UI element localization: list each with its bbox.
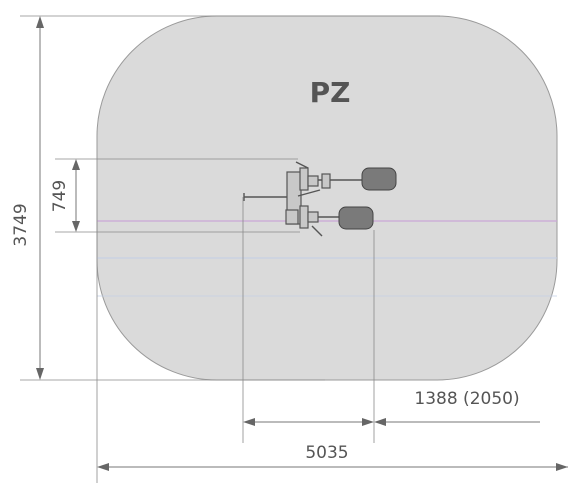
dim-height-equipment: 749	[50, 180, 70, 212]
arrow-749-top	[72, 159, 80, 170]
arrow-3749-top	[36, 16, 44, 28]
lower-foot-pad	[338, 206, 374, 230]
dim-width-equipment: 1388 (2050)	[414, 389, 519, 409]
arrow-749-bottom	[72, 221, 80, 232]
arrow-overall-right	[556, 463, 568, 471]
zone-label: PZ	[310, 76, 351, 109]
protection-zone	[96, 15, 558, 381]
dim-height-total: 3749	[11, 203, 31, 246]
arrow-3749-bottom	[36, 368, 44, 380]
arrow-1388	[374, 418, 386, 426]
equipment-plan	[243, 161, 397, 237]
arrow-overall-left	[97, 463, 109, 471]
arrow-5035-left	[243, 418, 255, 426]
upper-foot-pad	[361, 167, 397, 191]
arrow-5035-right	[362, 418, 374, 426]
dim-width-inner: 5035	[305, 443, 348, 463]
